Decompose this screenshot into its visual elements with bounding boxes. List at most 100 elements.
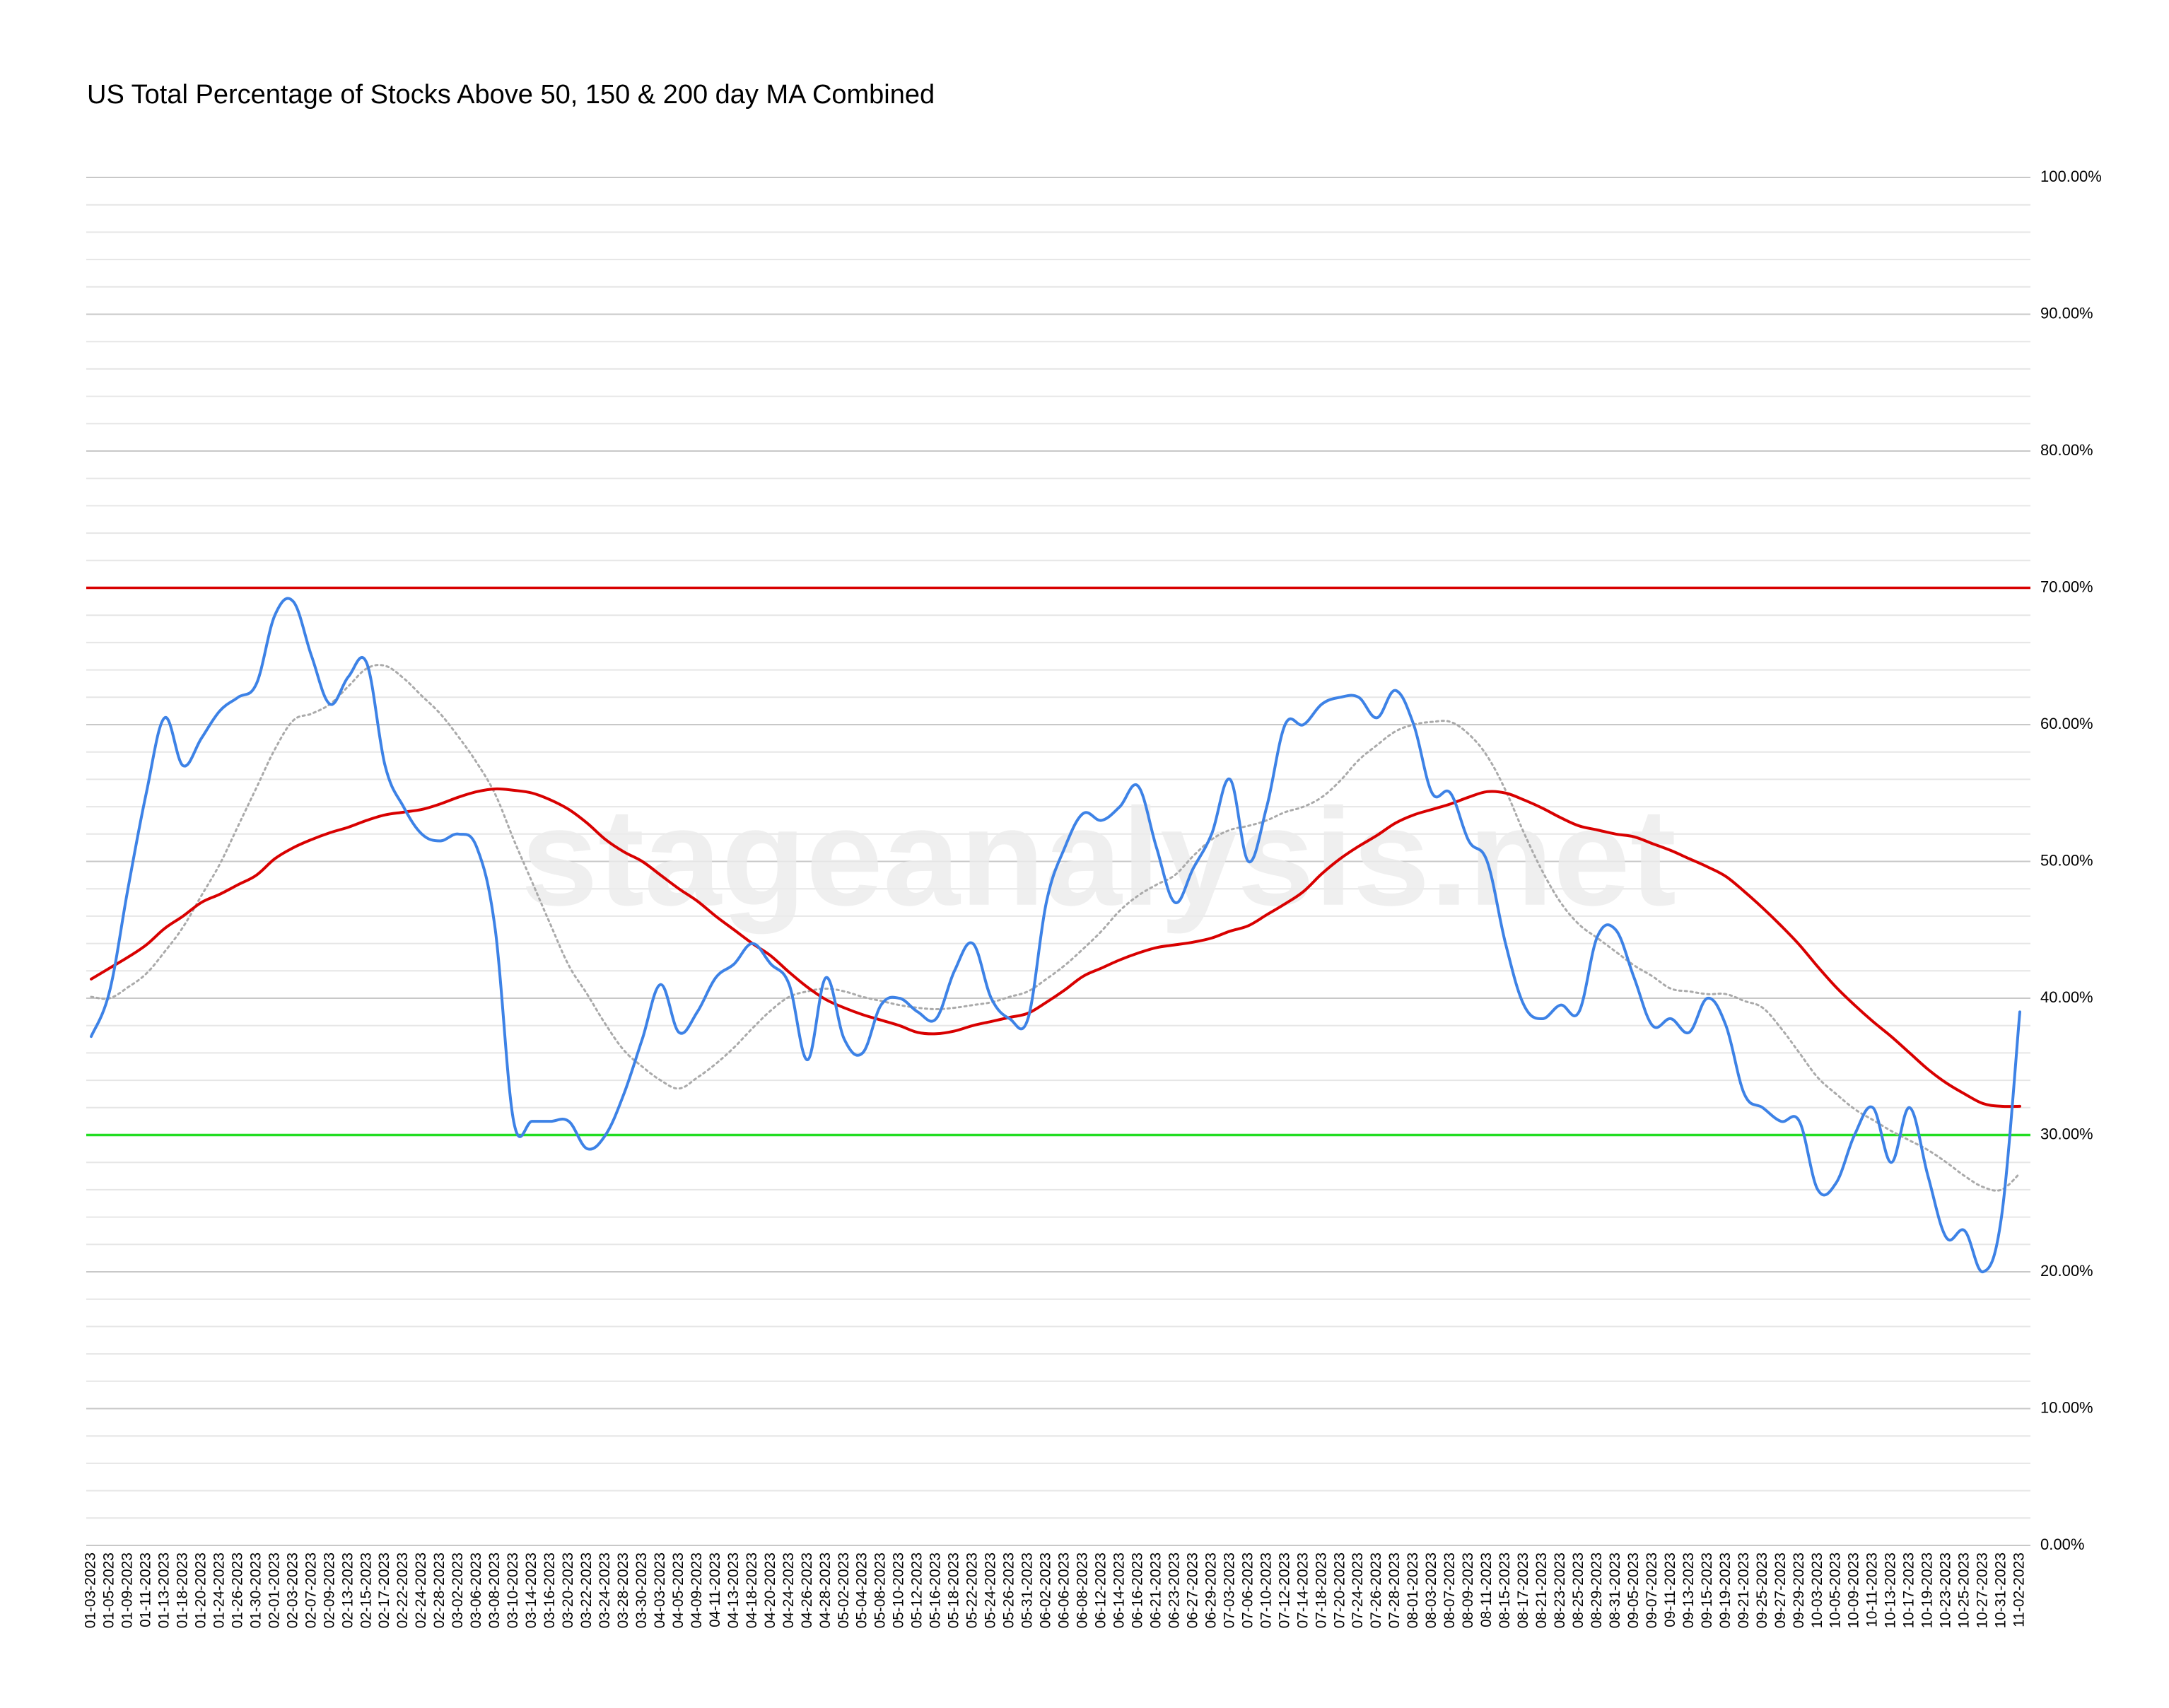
x-tick-label: 01-05-2023 (101, 1552, 117, 1628)
x-tick-label: 10-11-2023 (1864, 1552, 1881, 1627)
x-tick-label: 01-09-2023 (119, 1552, 136, 1628)
x-tick-label: 05-10-2023 (891, 1552, 907, 1628)
y-tick-label: 90.00% (2040, 304, 2093, 322)
x-tick-label: 05-26-2023 (1001, 1552, 1017, 1628)
x-tick-label: 08-31-2023 (1607, 1552, 1623, 1628)
x-tick-label: 04-09-2023 (689, 1552, 705, 1628)
x-tick-label: 03-10-2023 (505, 1552, 521, 1628)
x-tick-label: 02-24-2023 (413, 1552, 429, 1628)
x-tick-label: 02-13-2023 (339, 1552, 356, 1628)
x-tick-label: 02-15-2023 (358, 1552, 374, 1628)
x-tick-label: 07-20-2023 (1331, 1552, 1347, 1628)
y-tick-label: 30.00% (2040, 1125, 2093, 1142)
y-tick-label: 70.00% (2040, 578, 2093, 595)
x-tick-label: 04-11-2023 (707, 1552, 723, 1627)
x-tick-label: 03-22-2023 (578, 1552, 595, 1628)
x-tick-label: 07-03-2023 (1221, 1552, 1237, 1628)
x-tick-label: 03-08-2023 (486, 1552, 503, 1628)
x-tick-label: 07-12-2023 (1276, 1552, 1292, 1628)
x-tick-label: 04-13-2023 (725, 1552, 742, 1628)
x-tick-label: 04-03-2023 (652, 1552, 668, 1628)
chart-title: US Total Percentage of Stocks Above 50, … (87, 80, 935, 110)
x-tick-label: 07-06-2023 (1239, 1552, 1256, 1628)
x-tick-label: 06-23-2023 (1166, 1552, 1182, 1628)
x-tick-label: 07-24-2023 (1350, 1552, 1366, 1628)
y-tick-label: 100.00% (2040, 168, 2102, 185)
x-tick-label: 06-16-2023 (1129, 1552, 1145, 1628)
x-tick-label: 03-02-2023 (450, 1552, 466, 1628)
x-tick-label: 10-09-2023 (1846, 1552, 1862, 1628)
x-tick-label: 03-06-2023 (468, 1552, 484, 1628)
x-tick-label: 10-31-2023 (1993, 1552, 2009, 1628)
x-tick-label: 09-19-2023 (1717, 1552, 1734, 1628)
series-line (90, 597, 2021, 1273)
x-tick-label: 10-25-2023 (1956, 1552, 1972, 1628)
y-tick-label: 60.00% (2040, 715, 2093, 732)
x-tick-label: 02-09-2023 (321, 1552, 337, 1628)
x-tick-label: 02-03-2023 (284, 1552, 300, 1628)
x-tick-label: 09-13-2023 (1680, 1552, 1697, 1628)
x-tick-label: 01-24-2023 (211, 1552, 227, 1628)
x-tick-label: 10-13-2023 (1883, 1552, 1899, 1628)
x-tick-label: 01-13-2023 (156, 1552, 172, 1628)
y-tick-label: 40.00% (2040, 988, 2093, 1006)
x-tick-label: 07-14-2023 (1294, 1552, 1311, 1628)
x-tick-label: 07-18-2023 (1313, 1552, 1329, 1628)
x-tick-label: 10-27-2023 (1975, 1552, 1991, 1628)
watermark: stageanalysis.net (521, 780, 1676, 935)
x-tick-label: 02-01-2023 (266, 1552, 282, 1628)
x-tick-label: 06-08-2023 (1075, 1552, 1091, 1628)
x-tick-label: 04-18-2023 (744, 1552, 760, 1628)
x-tick-label: 05-18-2023 (946, 1552, 962, 1628)
x-tick-label: 04-24-2023 (781, 1552, 797, 1628)
x-tick-label: 05-12-2023 (909, 1552, 925, 1628)
x-tick-label: 09-11-2023 (1662, 1552, 1678, 1627)
y-tick-label: 20.00% (2040, 1262, 2093, 1280)
x-tick-label: 10-17-2023 (1901, 1552, 1917, 1628)
x-tick-label: 04-20-2023 (762, 1552, 778, 1628)
x-tick-label: 06-02-2023 (1038, 1552, 1054, 1628)
x-tick-label: 06-14-2023 (1111, 1552, 1127, 1628)
x-tick-label: 09-21-2023 (1736, 1552, 1752, 1628)
x-tick-label: 09-25-2023 (1754, 1552, 1770, 1628)
x-tick-label: 01-20-2023 (192, 1552, 209, 1628)
x-tick-label: 01-30-2023 (247, 1552, 264, 1628)
x-tick-label: 10-23-2023 (1938, 1552, 1954, 1628)
y-tick-label: 80.00% (2040, 441, 2093, 459)
x-tick-label: 11-02-2023 (2011, 1552, 2028, 1627)
y-tick-label: 10.00% (2040, 1398, 2093, 1416)
x-tick-label: 04-28-2023 (817, 1552, 834, 1628)
x-tick-label: 09-05-2023 (1625, 1552, 1642, 1628)
x-tick-label: 08-25-2023 (1570, 1552, 1586, 1628)
x-tick-label: 03-30-2023 (633, 1552, 650, 1628)
x-tick-label: 05-16-2023 (928, 1552, 944, 1628)
x-tick-label: 02-07-2023 (303, 1552, 319, 1628)
x-tick-label: 08-09-2023 (1460, 1552, 1476, 1628)
x-tick-label: 05-08-2023 (872, 1552, 889, 1628)
x-tick-label: 07-28-2023 (1386, 1552, 1403, 1628)
y-tick-label: 50.00% (2040, 851, 2093, 869)
x-tick-label: 05-22-2023 (964, 1552, 981, 1628)
x-tick-label: 10-19-2023 (1919, 1552, 1936, 1628)
x-tick-label: 08-23-2023 (1552, 1552, 1568, 1628)
x-tick-label: 03-24-2023 (597, 1552, 613, 1628)
x-tick-label: 08-07-2023 (1442, 1552, 1458, 1628)
x-tick-label: 07-10-2023 (1258, 1552, 1274, 1628)
x-tick-label: 02-28-2023 (431, 1552, 448, 1628)
x-tick-label: 08-01-2023 (1405, 1552, 1421, 1628)
x-tick-label: 04-05-2023 (670, 1552, 686, 1628)
x-tick-label: 01-03-2023 (83, 1552, 99, 1628)
x-tick-label: 06-21-2023 (1147, 1552, 1164, 1628)
x-tick-label: 01-26-2023 (229, 1552, 245, 1628)
x-tick-label: 08-21-2023 (1533, 1552, 1550, 1628)
x-tick-label: 09-29-2023 (1791, 1552, 1807, 1628)
x-tick-label: 06-29-2023 (1203, 1552, 1219, 1628)
x-tick-label: 02-22-2023 (394, 1552, 411, 1628)
x-tick-label: 07-26-2023 (1368, 1552, 1384, 1628)
x-tick-label: 10-05-2023 (1828, 1552, 1844, 1628)
y-tick-label: 0.00% (2040, 1536, 2084, 1553)
x-tick-label: 08-17-2023 (1515, 1552, 1531, 1628)
x-tick-label: 06-12-2023 (1092, 1552, 1109, 1628)
